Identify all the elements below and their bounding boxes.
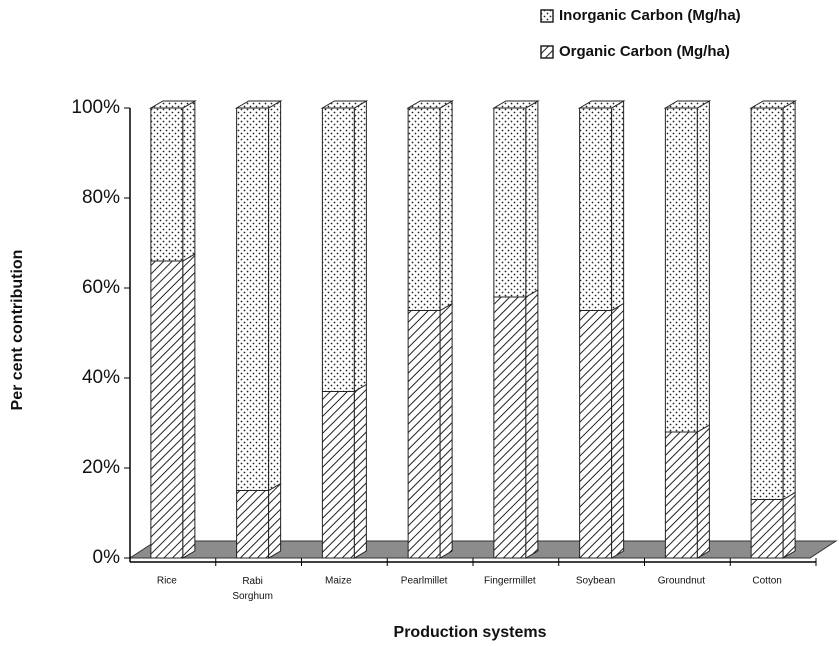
bar-segment <box>493 107 527 298</box>
x-tick-label: Groundnut <box>658 576 705 587</box>
bar-segment <box>664 107 698 433</box>
bar-segment <box>150 260 184 559</box>
y-tick-label: 100% <box>71 97 120 118</box>
bar-segment <box>493 296 527 559</box>
legend-swatch <box>540 9 554 23</box>
bar-side <box>696 100 710 433</box>
x-axis-title: Production systems <box>394 624 547 641</box>
bar-top <box>663 100 712 109</box>
y-tick-label: 20% <box>82 457 120 478</box>
bar-top <box>320 100 369 109</box>
bar-segment <box>750 499 784 559</box>
bar-side <box>782 491 796 559</box>
y-axis-title: Per cent contribution <box>9 250 26 411</box>
y-tick-label: 60% <box>82 277 120 298</box>
bar-side <box>611 100 625 312</box>
bar-segment <box>579 310 613 559</box>
x-tick-label: Fingermillet <box>484 576 536 587</box>
bar-segment <box>321 107 355 392</box>
bar-segment <box>321 391 355 559</box>
bar-side <box>525 289 539 559</box>
bar-top <box>749 100 797 109</box>
bar-side <box>182 253 196 559</box>
bar-side <box>353 383 367 559</box>
x-tick-label: Pearlmillet <box>401 576 448 587</box>
x-tick-label: Maize <box>325 576 352 587</box>
x-tick-label: Soybean <box>576 576 615 587</box>
bar-segment <box>664 431 698 559</box>
y-tick-label: 40% <box>82 367 120 388</box>
x-tick-label: Rice <box>157 576 177 587</box>
bar-side <box>439 302 453 559</box>
bar-segment <box>579 107 613 311</box>
legend-swatch <box>540 45 554 59</box>
bar-side <box>268 100 282 492</box>
bar-top <box>492 100 540 109</box>
x-tick-label: Cotton <box>752 576 781 587</box>
bar-segment <box>750 107 784 500</box>
bar-top <box>234 100 283 109</box>
bar-segment <box>236 107 270 491</box>
legend-label: Organic Carbon (Mg/ha) <box>559 43 730 60</box>
y-tick-label: 80% <box>82 187 120 208</box>
bar-side <box>696 424 710 559</box>
legend-label: Inorganic Carbon (Mg/ha) <box>559 7 741 24</box>
bar-side <box>525 100 539 298</box>
bar-segment <box>236 490 270 559</box>
bar-side <box>268 482 282 559</box>
x-tick-label: Rabi Sorghum <box>232 576 273 602</box>
bar-side <box>611 302 625 559</box>
bar-top <box>406 100 454 109</box>
bar-segment <box>407 310 441 559</box>
bar-side <box>439 100 453 312</box>
bar-segment <box>150 107 184 262</box>
bar-segment <box>407 107 441 311</box>
bar-side <box>182 100 196 262</box>
y-tick-label: 0% <box>93 547 121 568</box>
bar-side <box>353 100 367 393</box>
bar-top <box>149 100 197 109</box>
bar-top <box>577 100 626 109</box>
floor <box>128 540 838 559</box>
bar-side <box>782 100 796 501</box>
